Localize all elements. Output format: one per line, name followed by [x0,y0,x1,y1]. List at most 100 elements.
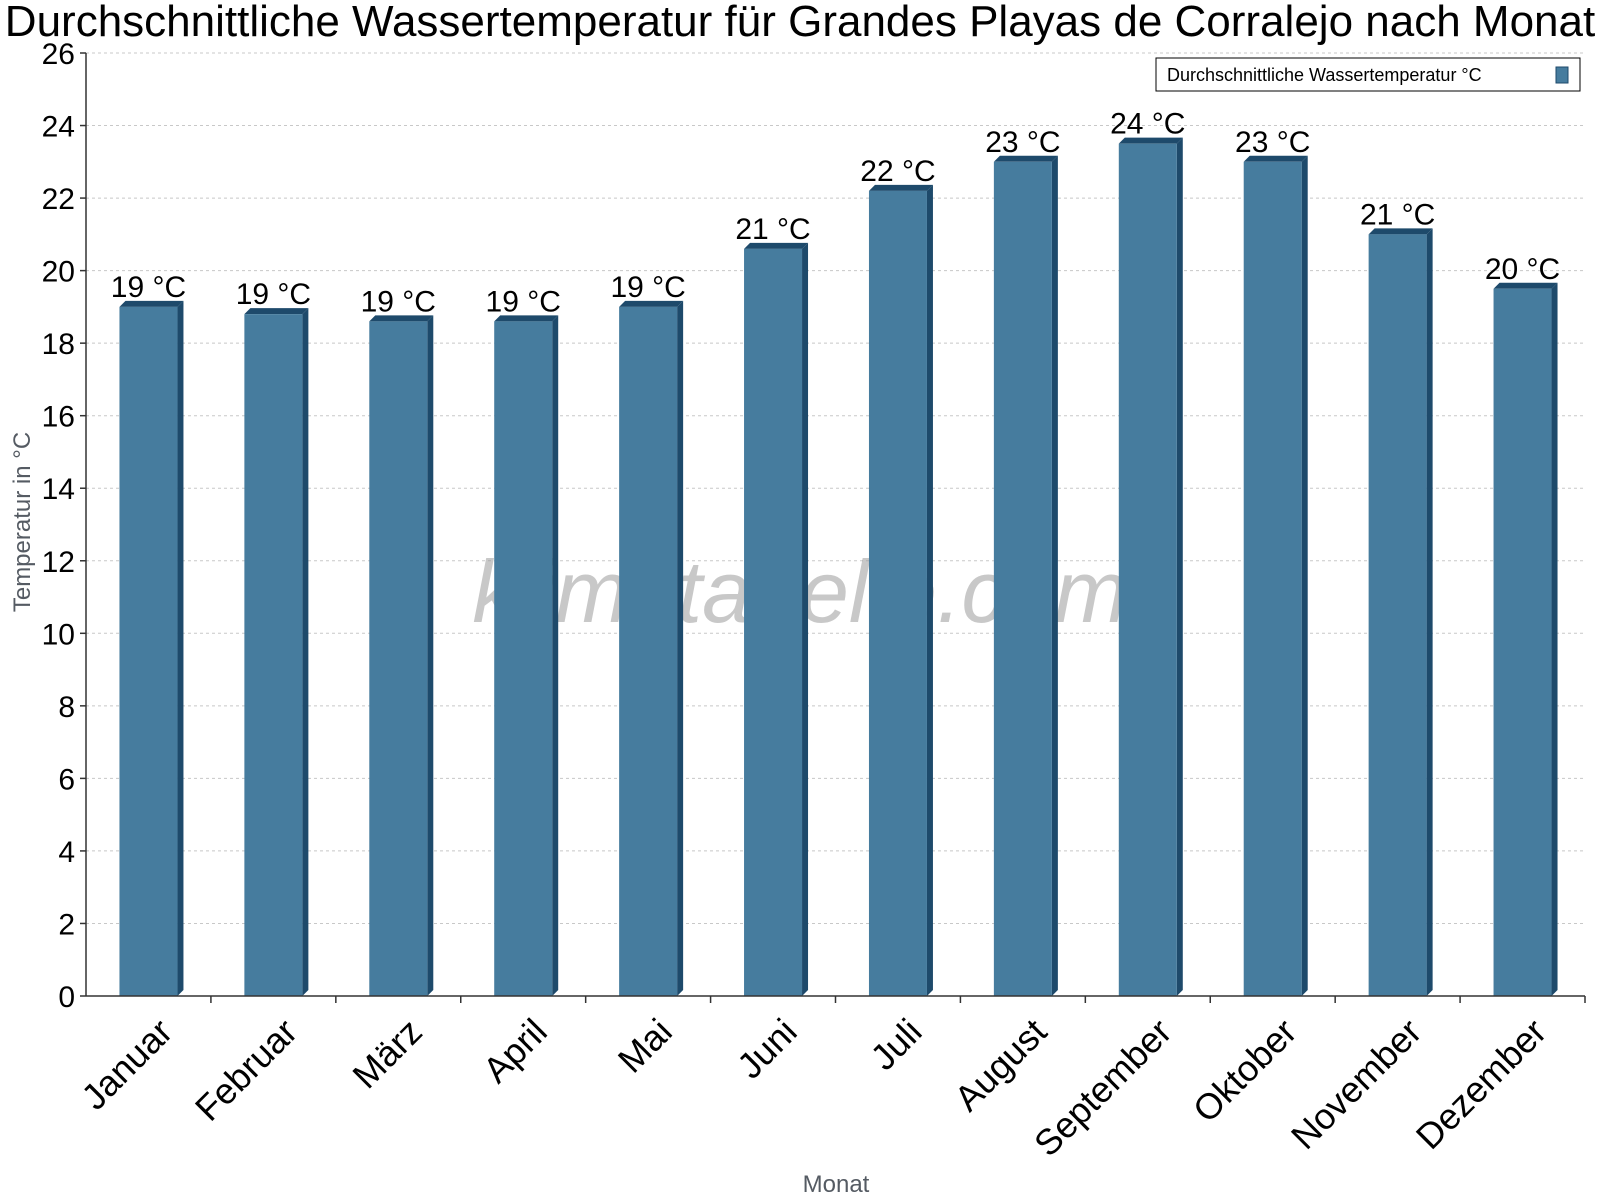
y-tick-label: 14 [42,473,75,506]
bar-front [1118,143,1177,996]
bar-top [1493,282,1558,289]
bar [993,155,1058,997]
y-tick-label: 6 [58,763,75,796]
bar-top [993,155,1058,162]
bar-side [926,184,933,997]
y-tick-label: 24 [42,111,75,144]
data-label: 19 °C [610,271,685,304]
y-tick-label: 4 [58,836,75,869]
data-label: 21 °C [1360,198,1435,231]
bar-side [427,315,434,996]
bar-top [494,315,559,322]
data-labels: 19 °C 19 °C 19 °C 19 °C 19 °C 21 °C 22 °C 23 °C… [111,108,1560,319]
y-tick-label: 26 [42,38,75,71]
bar-side [1051,155,1058,997]
y-tick-label: 10 [42,618,75,651]
y-tick-label: 16 [42,401,75,434]
y-tick-label: 18 [42,328,75,361]
bar [119,300,184,996]
bar [1118,137,1183,996]
x-tick-label: Juni [729,1011,805,1087]
data-label: 19 °C [361,285,436,318]
data-label: 20 °C [1485,253,1560,286]
bar-front [1368,234,1427,996]
bar [1493,282,1558,996]
bar [1243,155,1308,997]
legend: Durchschnittliche Wassertemperatur °C [1155,57,1581,92]
bar-top [1118,137,1183,144]
x-tick-label: Januar [73,1011,180,1118]
bars [119,137,1558,997]
bar [1368,228,1433,996]
bar-side [177,300,184,996]
legend-swatch [1555,66,1569,84]
chart-title: Durchschnittliche Wassertemperatur für G… [5,0,1595,46]
bar-front [244,314,303,997]
bar-front [119,306,178,996]
bar-top [1368,228,1433,235]
bar-side [552,315,559,996]
x-tick-label: September [1026,1011,1180,1165]
axes [85,53,1585,997]
bar-top [619,300,684,307]
bar-front [744,248,803,996]
bar-top [868,184,933,191]
data-label: 19 °C [486,285,561,318]
bar-side [302,308,309,997]
bar-top [744,242,809,249]
data-label: 23 °C [1235,126,1310,159]
bar-side [1551,282,1558,996]
bar-front [1243,161,1302,997]
y-tick-label: 2 [58,908,75,941]
bar [744,242,809,996]
x-tick-label: August [946,1011,1054,1119]
y-tick-label: 22 [42,183,75,216]
legend-label: Durchschnittliche Wassertemperatur °C [1167,65,1482,85]
legend-box [1155,57,1581,92]
bar [494,315,559,996]
bar [369,315,434,996]
x-tick-label: Dezember [1408,1011,1554,1157]
y-tick-label: 12 [42,546,75,579]
bar-top [244,308,309,315]
bar-side [1176,137,1183,996]
bar-side [802,242,809,996]
x-tick-label: November [1283,1011,1429,1157]
x-axis-ticks: Januar Februar März April Mai Juni Juli AugustS… [73,996,1586,1165]
bar [244,308,309,997]
x-tick-label: Juli [862,1011,929,1078]
data-label: 21 °C [735,213,810,246]
bar-front [494,321,553,996]
bar-front [993,161,1052,997]
bar-side [1301,155,1308,997]
data-label: 19 °C [236,278,311,311]
bar-top [1243,155,1308,162]
bar-top [119,300,184,307]
bar [868,184,933,997]
bar-front [369,321,428,996]
data-label: 19 °C [111,271,186,304]
x-tick-label: Oktober [1185,1011,1305,1131]
y-tick-label: 20 [42,256,75,289]
data-label: 23 °C [985,126,1060,159]
x-tick-label: Februar [187,1011,305,1129]
bar-front [619,306,678,996]
grid-lines [86,52,1585,924]
x-tick-label: März [344,1011,430,1097]
data-label: 24 °C [1110,108,1185,141]
y-tick-label: 0 [58,981,75,1014]
x-tick-label: April [475,1011,555,1091]
data-label: 22 °C [860,155,935,188]
y-axis-title: Temperatur in °C [9,432,36,612]
y-tick-label: 8 [58,691,75,724]
bar-front [1493,288,1552,996]
x-tick-label: Mai [610,1011,680,1081]
bar-top [369,315,434,322]
bar-front [868,190,927,997]
bar-side [677,300,684,996]
x-axis-title: Monat [803,1171,870,1198]
bar-side [1426,228,1433,996]
